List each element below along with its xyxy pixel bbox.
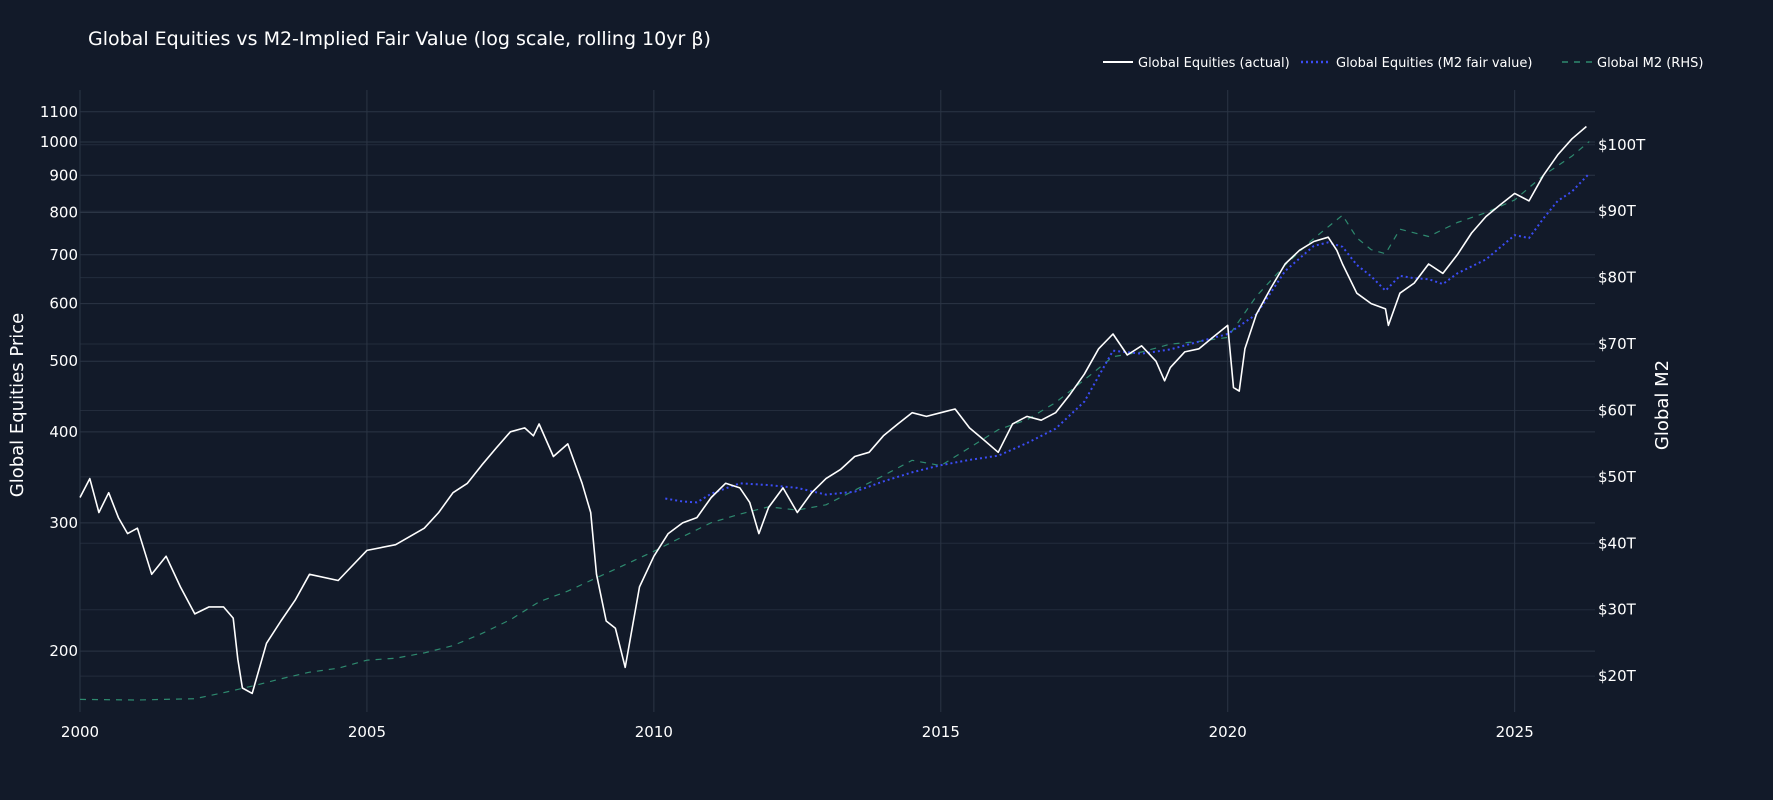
series-line-global-m2-rhs	[79, 141, 1590, 701]
y-tick-label: 200	[49, 642, 78, 660]
series-line-global-equities-m2-fair-value	[665, 172, 1591, 504]
x-tick-label: 2015	[922, 723, 960, 741]
y2-tick-label: $60T	[1598, 401, 1637, 419]
y2-gridlines	[80, 144, 1595, 677]
chart-title: Global Equities vs M2-Implied Fair Value…	[88, 28, 711, 50]
x-tick-label: 2000	[61, 723, 99, 741]
legend-label: Global Equities (actual)	[1138, 56, 1290, 71]
y-tick-label: 600	[49, 295, 78, 313]
y2-tick-label: $80T	[1598, 269, 1637, 287]
x-axis-ticks: 2000 2005 2010 2015 2020 2025	[61, 723, 1534, 741]
x-tick-label: 2025	[1496, 723, 1534, 741]
y-axis-title: Global Equities Price	[7, 313, 28, 498]
y2-tick-label: $90T	[1598, 202, 1637, 220]
y-axis-ticks: 200 300 400 500 600 700 800 900 1000 1100	[40, 103, 78, 660]
y-tick-label: 900	[49, 166, 78, 184]
series-layer	[79, 125, 1591, 701]
y-tick-label: 1000	[40, 133, 78, 151]
series-line-global-equities-actual	[79, 125, 1587, 695]
x-gridlines	[79, 90, 1516, 712]
y-tick-label: 300	[49, 514, 78, 532]
y2-tick-label: $100T	[1598, 136, 1646, 154]
y2-tick-label: $20T	[1598, 667, 1637, 685]
x-tick-label: 2005	[348, 723, 386, 741]
y-tick-label: 400	[49, 423, 78, 441]
y-tick-label: 1100	[40, 103, 78, 121]
legend-label: Global M2 (RHS)	[1597, 56, 1703, 71]
y2-tick-label: $40T	[1598, 534, 1637, 552]
y2-axis-ticks: $20T $30T $40T $50T $60T $70T $80T $90T $100T	[1598, 136, 1646, 685]
y-tick-label: 800	[49, 204, 78, 222]
x-tick-label: 2010	[635, 723, 673, 741]
x-tick-label: 2020	[1209, 723, 1247, 741]
legend-label: Global Equities (M2 fair value)	[1336, 56, 1532, 71]
y-tick-label: 500	[49, 352, 78, 370]
y2-tick-label: $50T	[1598, 468, 1637, 486]
y2-tick-label: $70T	[1598, 335, 1637, 353]
legend: Global Equities (actual) Global Equities …	[1103, 56, 1703, 71]
y2-axis-title: Global M2	[1652, 360, 1673, 450]
y-tick-label: 700	[49, 246, 78, 264]
y2-tick-label: $30T	[1598, 601, 1637, 619]
y-gridlines	[80, 111, 1595, 652]
